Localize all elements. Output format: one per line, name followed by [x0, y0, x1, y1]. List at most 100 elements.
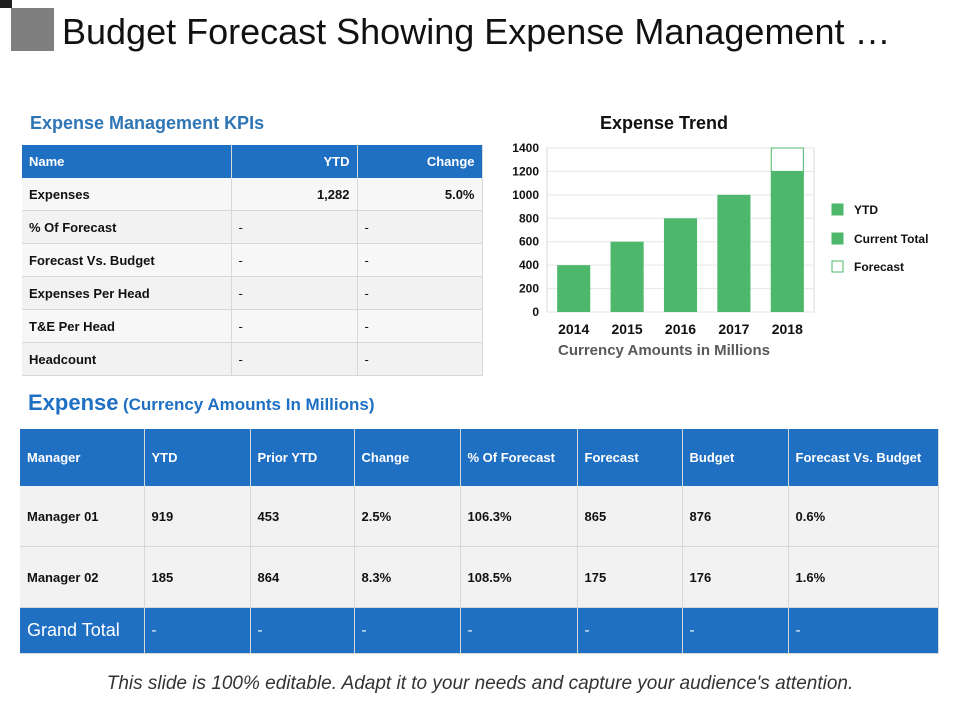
chart-bar-2017: [717, 194, 751, 312]
kpi-cell-change: -: [357, 309, 483, 343]
kpi-cell-ytd: -: [231, 342, 358, 376]
grand-total-cell: -: [788, 607, 939, 654]
chart-bar-2016: [663, 218, 698, 312]
expense-cell: 453: [250, 486, 355, 547]
table-row: T&E Per Head - -: [22, 309, 483, 343]
kpi-cell-name: T&E Per Head: [22, 309, 232, 343]
chart-legend-label: Forecast: [854, 260, 904, 274]
grand-total-cell: -: [682, 607, 789, 654]
expense-trend-chart: Expense Trend 0200400600800100012001400 …: [512, 113, 928, 359]
expense-cell: 175: [577, 546, 683, 608]
kpi-cell-change: 5.0%: [357, 178, 483, 211]
table-row: Manager 02 185 864 8.3% 108.5% 175 176 1…: [20, 546, 939, 608]
grand-total-cell: -: [354, 607, 461, 654]
chart-y-tick-label: 200: [519, 282, 539, 296]
footer-note: This slide is 100% editable. Adapt it to…: [106, 673, 854, 694]
expense-header-forecast-vs-budget: Forecast Vs. Budget: [788, 429, 939, 486]
chart-x-axis-label: Currency Amounts in Millions: [558, 342, 770, 359]
title-corner-mark: [0, 0, 12, 8]
expense-cell: 2.5%: [354, 486, 461, 547]
expense-header-pct-forecast: % Of Forecast: [460, 429, 578, 486]
chart-legend-swatch: [831, 203, 844, 216]
chart-x-tick-label: 2015: [612, 321, 643, 337]
table-row: Manager 01 919 453 2.5% 106.3% 865 876 0…: [20, 486, 939, 547]
page-title: Budget Forecast Showing Expense Manageme…: [62, 11, 891, 52]
grand-total-label: Grand Total: [20, 607, 145, 654]
expense-cell: 108.5%: [460, 546, 578, 608]
kpi-cell-name: % Of Forecast: [22, 210, 232, 244]
expense-header-ytd: YTD: [144, 429, 251, 486]
table-row: % Of Forecast - -: [22, 210, 483, 244]
chart-y-tick-label: 600: [519, 235, 539, 249]
kpi-cell-name: Forecast Vs. Budget: [22, 243, 232, 277]
expense-cell: 106.3%: [460, 486, 578, 547]
expense-cell: 865: [577, 486, 683, 547]
chart-title: Expense Trend: [600, 113, 728, 133]
chart-y-tick-label: 400: [519, 258, 539, 272]
kpi-cell-ytd: -: [231, 309, 358, 343]
chart-legend-label: Current Total: [854, 232, 928, 246]
expense-cell: Manager 02: [20, 546, 145, 608]
kpi-cell-name: Headcount: [22, 342, 232, 376]
expense-cell: 0.6%: [788, 486, 939, 547]
chart-legend-swatch: [831, 260, 844, 273]
chart-y-tick-label: 1000: [512, 188, 539, 202]
chart-x-tick-label: 2018: [772, 321, 803, 337]
kpi-header-name: Name: [22, 145, 232, 178]
kpi-cell-ytd: -: [231, 276, 358, 310]
chart-x-tick-label: 2017: [718, 321, 749, 337]
kpi-table: Name YTD Change Expenses 1,282 5.0% % Of…: [22, 145, 483, 376]
expense-cell: Manager 01: [20, 486, 145, 547]
chart-bar-2018: [770, 171, 804, 312]
chart-y-tick-label: 1200: [512, 164, 539, 178]
expense-heading: Expense (Currency Amounts In Millions): [28, 390, 375, 416]
kpi-cell-ytd: 1,282: [231, 178, 358, 211]
title-square-decoration: [11, 8, 54, 51]
expense-cell: 8.3%: [354, 546, 461, 608]
expense-cell: 864: [250, 546, 355, 608]
expense-header-manager: Manager: [20, 429, 145, 486]
expense-heading-main: Expense: [28, 390, 119, 415]
grand-total-cell: -: [144, 607, 251, 654]
chart-x-tick-label: 2016: [665, 321, 696, 337]
table-row: Expenses 1,282 5.0%: [22, 178, 483, 211]
expense-cell: 876: [682, 486, 789, 547]
table-row: Forecast Vs. Budget - -: [22, 243, 483, 277]
chart-legend-label: YTD: [854, 203, 878, 217]
kpi-heading: Expense Management KPIs: [30, 113, 265, 133]
grand-total-row: Grand Total - - - - - - -: [20, 607, 939, 654]
table-row: Headcount - -: [22, 342, 483, 376]
expense-header-row: Manager YTD Prior YTD Change % Of Foreca…: [20, 429, 939, 486]
kpi-cell-name: Expenses: [22, 178, 232, 211]
chart-y-tick-label: 0: [532, 305, 539, 319]
chart-x-tick-label: 2014: [558, 321, 589, 337]
expense-cell: 1.6%: [788, 546, 939, 608]
expense-heading-sub: (Currency Amounts In Millions): [122, 395, 375, 414]
kpi-cell-change: -: [357, 243, 483, 277]
kpi-header-change: Change: [357, 145, 483, 178]
expense-table: Manager YTD Prior YTD Change % Of Foreca…: [20, 429, 939, 654]
expense-header-forecast: Forecast: [577, 429, 683, 486]
chart-forecast-bar-2018: [770, 147, 804, 172]
chart-bar-2014: [557, 265, 591, 312]
kpi-cell-name: Expenses Per Head: [22, 276, 232, 310]
table-row: Expenses Per Head - -: [22, 276, 483, 310]
kpi-cell-ytd: -: [231, 243, 358, 277]
chart-bar-2015: [610, 241, 644, 312]
expense-cell: 185: [144, 546, 251, 608]
kpi-cell-change: -: [357, 276, 483, 310]
chart-legend-swatch: [831, 232, 844, 245]
expense-cell: 919: [144, 486, 251, 547]
expense-header-prior-ytd: Prior YTD: [250, 429, 355, 486]
grand-total-cell: -: [460, 607, 578, 654]
kpi-cell-ytd: -: [231, 210, 358, 244]
chart-y-tick-label: 1400: [512, 141, 539, 155]
chart-y-tick-label: 800: [519, 211, 539, 225]
expense-header-budget: Budget: [682, 429, 789, 486]
grand-total-cell: -: [250, 607, 355, 654]
kpi-cell-change: -: [357, 210, 483, 244]
expense-header-change: Change: [354, 429, 461, 486]
kpi-header-row: Name YTD Change: [22, 145, 483, 178]
grand-total-cell: -: [577, 607, 683, 654]
kpi-header-ytd: YTD: [231, 145, 358, 178]
